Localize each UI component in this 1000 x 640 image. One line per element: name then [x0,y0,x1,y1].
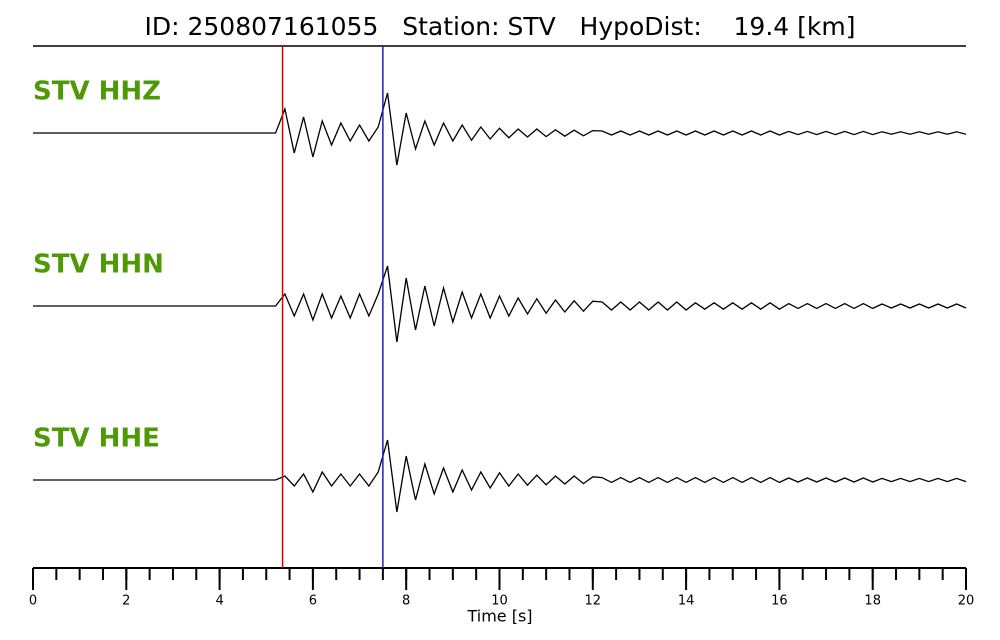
x-tick-label: 12 [585,594,602,609]
chart-title: ID: 250807161055 Station: STV HypoDist: … [145,12,856,41]
x-tick-label: 4 [215,594,223,609]
trace-label: STV HHN [33,250,164,280]
x-tick-label: 8 [402,594,410,609]
x-axis-label: Time [s] [466,607,532,626]
x-tick-label: 18 [864,594,881,609]
x-tick-label: 6 [309,594,317,609]
trace-label: STV HHZ [33,77,161,107]
waveform [33,265,967,343]
x-tick-label: 0 [29,594,37,609]
trace-label: STV HHE [33,424,160,454]
x-tick-label: 20 [958,594,975,609]
x-tick-label: 2 [122,594,130,609]
x-tick-label: 14 [678,594,695,609]
x-tick-label: 10 [491,594,508,609]
waveform [33,92,967,166]
waveform [33,439,967,513]
x-tick-label: 16 [771,594,788,609]
